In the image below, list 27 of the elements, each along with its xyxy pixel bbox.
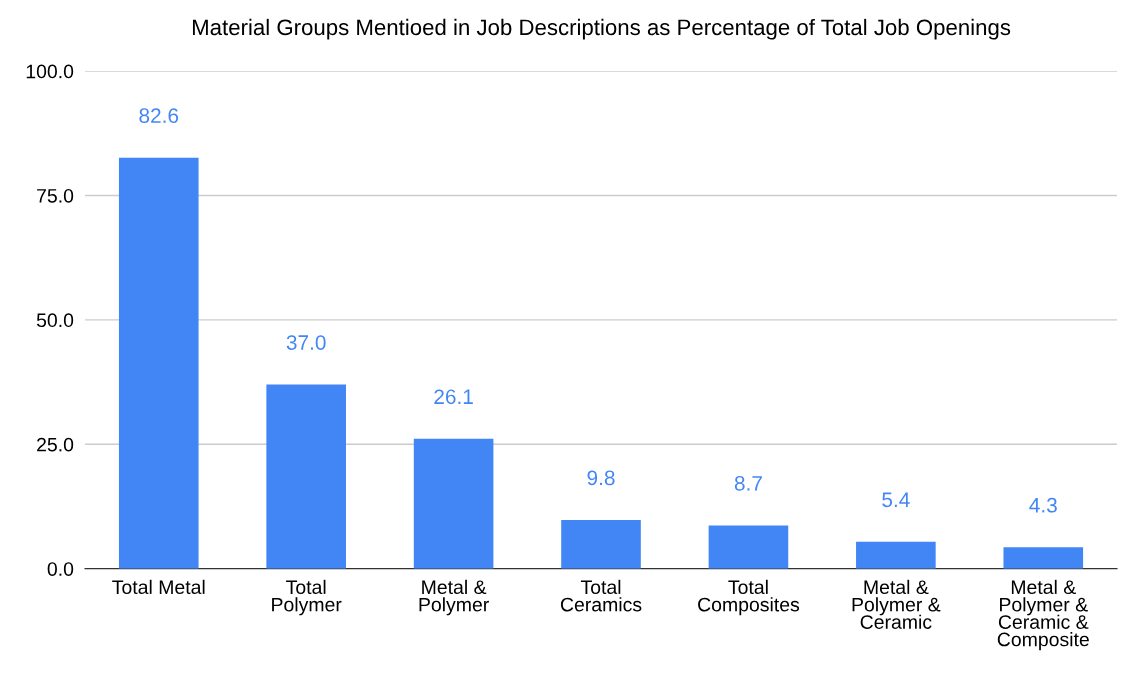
bar — [118, 157, 199, 569]
bar — [708, 525, 789, 569]
y-tick-label: 25.0 — [37, 437, 74, 452]
y-tick-label: 0.0 — [47, 562, 74, 576]
data-label: 82.6 — [139, 108, 179, 123]
x-tick-label: Metal & Polymer & Ceramic — [852, 579, 941, 629]
data-label: 8.7 — [734, 475, 762, 491]
data-label: 26.1 — [434, 389, 473, 405]
y-tick-label: 50.0 — [36, 313, 74, 328]
bar — [413, 438, 494, 569]
x-tick-label: Total Composites — [698, 579, 800, 616]
x-tick-label: Total Metal — [112, 579, 205, 595]
x-tick-label: Metal & Polymer — [419, 579, 489, 616]
y-tick-label: 75.0 — [37, 188, 74, 203]
data-label: 37.0 — [286, 335, 326, 350]
data-label: 9.8 — [587, 470, 615, 486]
bar — [266, 384, 346, 569]
data-label: 5.4 — [882, 492, 910, 508]
x-tick-label: Total Ceramics — [560, 579, 642, 612]
data-label: 4.3 — [1029, 497, 1057, 513]
y-tick-label: 100.0 — [26, 64, 74, 79]
bar — [561, 519, 641, 569]
x-tick-label: Total Polymer — [272, 579, 342, 616]
chart-title: Material Groups Mentioed in Job Descriptions as Percentage of Total Job Openings — [192, 18, 1011, 40]
bar — [856, 541, 936, 569]
bar — [1003, 547, 1084, 569]
x-tick-label: Metal & Polymer & Ceramic & Composite — [997, 579, 1089, 651]
